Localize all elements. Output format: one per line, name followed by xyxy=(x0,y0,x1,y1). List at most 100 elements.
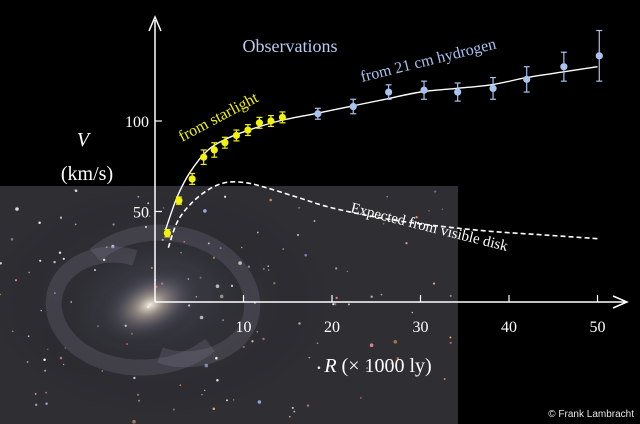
x-tick-label: 20 xyxy=(324,319,340,336)
field-star xyxy=(195,296,198,298)
field-star xyxy=(449,336,452,339)
field-star xyxy=(70,301,73,303)
field-star xyxy=(335,296,338,300)
field-star xyxy=(405,242,408,245)
starlight-data-point xyxy=(175,197,183,205)
field-star xyxy=(62,257,65,261)
starlight-annotation: from starlight xyxy=(176,89,262,145)
field-star xyxy=(199,315,204,320)
field-star xyxy=(74,189,78,192)
field-star xyxy=(11,330,14,333)
field-star xyxy=(335,267,338,270)
field-star xyxy=(282,248,285,250)
field-star xyxy=(187,304,191,307)
field-star xyxy=(201,393,203,396)
field-star xyxy=(93,269,97,272)
field-star xyxy=(288,415,291,418)
field-star xyxy=(144,225,148,229)
field-star xyxy=(230,284,234,288)
field-star xyxy=(291,406,294,409)
field-star xyxy=(38,221,41,225)
field-star xyxy=(219,247,222,250)
field-star xyxy=(44,369,47,372)
field-star xyxy=(101,370,104,372)
field-star xyxy=(449,341,452,345)
field-star xyxy=(443,377,446,381)
field-star xyxy=(183,241,185,243)
starlight-data-point xyxy=(200,153,208,161)
starlight-data-point xyxy=(244,126,252,134)
field-star xyxy=(62,363,65,366)
y-axis-unit-label: (km/s) xyxy=(61,163,113,185)
hydrogen-data-point xyxy=(595,52,603,60)
field-star xyxy=(219,294,224,299)
starlight-data-point xyxy=(221,139,229,147)
field-star xyxy=(155,285,158,288)
field-star xyxy=(146,306,150,309)
field-star xyxy=(370,295,373,298)
field-star xyxy=(15,207,19,211)
field-star xyxy=(132,419,136,424)
field-star xyxy=(257,400,262,404)
hydrogen-data-point xyxy=(349,102,357,111)
field-star xyxy=(46,348,49,351)
field-star xyxy=(26,360,29,364)
field-star xyxy=(434,190,437,193)
field-star xyxy=(148,215,151,217)
field-star xyxy=(130,332,133,335)
hydrogen-data-point xyxy=(489,84,497,93)
field-star xyxy=(393,340,398,344)
field-star xyxy=(45,391,48,394)
expected-curve xyxy=(167,181,598,248)
hydrogen-data-point xyxy=(454,88,462,96)
field-star xyxy=(216,378,219,382)
field-star xyxy=(374,361,377,364)
field-star xyxy=(360,397,362,399)
starlight-data-point xyxy=(232,131,241,140)
x-tick-label: 30 xyxy=(413,319,429,336)
hydrogen-data-point xyxy=(523,75,531,83)
field-star xyxy=(207,242,210,245)
field-star xyxy=(390,362,393,365)
field-star xyxy=(147,202,150,205)
field-star xyxy=(428,209,430,212)
field-star xyxy=(306,404,310,407)
field-star xyxy=(53,260,56,264)
field-star xyxy=(59,216,63,219)
field-star xyxy=(316,342,319,345)
field-star xyxy=(112,223,115,226)
x-axis xyxy=(155,295,629,309)
field-star xyxy=(386,195,389,198)
field-star xyxy=(162,207,165,209)
field-star xyxy=(346,270,349,273)
y-tick-label: 100 xyxy=(125,114,149,131)
field-star xyxy=(333,302,337,306)
hydrogen-annotation: from 21 cm hydrogen xyxy=(359,36,498,86)
x-tick-label: 50 xyxy=(590,319,606,336)
field-star xyxy=(267,265,269,267)
field-star xyxy=(212,407,216,411)
field-star xyxy=(161,238,164,242)
chart-title: Observations xyxy=(243,36,338,56)
field-star xyxy=(411,311,414,314)
field-star xyxy=(256,330,259,333)
x-axis-label: R (× 1000 ly) xyxy=(323,355,431,377)
starlight-data-point xyxy=(188,175,196,183)
field-star xyxy=(39,259,42,262)
field-star xyxy=(112,244,114,247)
field-star xyxy=(293,410,296,413)
copyright-credit: © Frank Lambracht xyxy=(548,409,634,420)
field-star xyxy=(34,392,37,395)
field-star xyxy=(105,246,108,248)
field-star xyxy=(298,206,300,209)
field-star xyxy=(298,322,301,325)
field-star xyxy=(27,335,30,338)
field-star xyxy=(34,403,38,407)
hydrogen-data-point xyxy=(560,63,568,71)
hydrogen-data-point xyxy=(385,88,393,96)
field-star xyxy=(203,209,207,213)
field-star xyxy=(242,345,245,349)
y-axis-var-label: V xyxy=(77,129,92,151)
field-star xyxy=(136,393,140,396)
field-star xyxy=(102,258,106,262)
